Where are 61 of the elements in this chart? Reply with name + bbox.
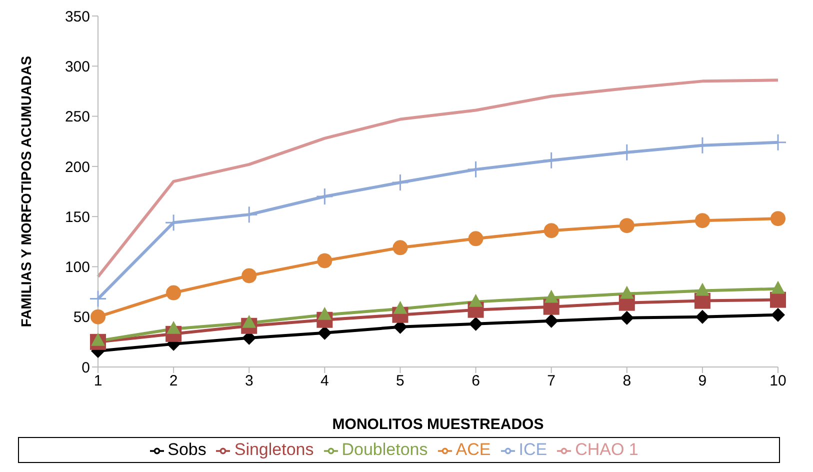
x-tick-label: 1 — [94, 372, 102, 390]
y-tick-label: 50 — [73, 309, 90, 326]
point — [620, 310, 634, 325]
point — [544, 223, 559, 238]
point — [391, 174, 409, 192]
point — [242, 314, 256, 328]
x-tick-label: 3 — [244, 372, 254, 390]
x-tick-label: 9 — [698, 372, 707, 390]
y-tick-label: 350 — [64, 8, 90, 26]
y-tick-label: 0 — [82, 359, 90, 376]
point — [467, 160, 485, 178]
x-tick-label: 10 — [770, 372, 786, 390]
x-tick-label: 7 — [547, 372, 556, 390]
point — [89, 290, 107, 308]
legend-label: Sobs — [168, 440, 206, 459]
point — [166, 320, 181, 334]
line-series — [96, 78, 780, 278]
point — [318, 326, 332, 340]
point — [242, 268, 257, 284]
point — [694, 213, 710, 228]
point — [316, 188, 334, 206]
point — [770, 211, 786, 226]
y-tick-label: 150 — [64, 208, 90, 226]
point — [695, 310, 710, 324]
point — [618, 144, 636, 162]
y-tick-label: 100 — [64, 259, 90, 276]
point — [542, 152, 560, 170]
x-axis-title: MONOLITOS MUESTREADOS — [332, 416, 544, 433]
point — [240, 206, 258, 224]
point — [620, 286, 634, 299]
point — [695, 282, 710, 296]
point — [544, 290, 558, 303]
x-tick-label: 5 — [396, 372, 404, 390]
point — [393, 300, 408, 314]
point — [468, 294, 483, 307]
x-tick-label: 6 — [472, 372, 480, 390]
point — [619, 218, 634, 234]
point — [544, 314, 558, 328]
x-tick-label: 4 — [320, 372, 329, 390]
y-tick-label: 250 — [64, 108, 90, 126]
point — [318, 306, 332, 320]
legend-label: Doubletons — [342, 440, 428, 459]
point — [90, 309, 106, 324]
point — [91, 332, 105, 346]
point — [771, 308, 785, 322]
point — [771, 280, 785, 294]
point — [317, 253, 332, 268]
legend-label: ICE — [518, 440, 548, 459]
point — [392, 240, 408, 256]
point — [164, 214, 182, 232]
x-tick-label: 8 — [622, 372, 632, 390]
y-axis-title: FAMILIAS Y MORFOTIPOS ACUMUADAS — [18, 56, 34, 328]
x-tick-label: 2 — [169, 372, 178, 390]
legend-label: ACE — [456, 440, 491, 459]
legend-label: Singletons — [234, 440, 314, 459]
point — [468, 231, 484, 246]
point — [468, 316, 483, 331]
y-tick-label: 300 — [64, 58, 90, 76]
point — [166, 285, 182, 300]
y-tick-label: 200 — [64, 158, 90, 176]
legend-label: CHAO 1 — [575, 440, 638, 459]
